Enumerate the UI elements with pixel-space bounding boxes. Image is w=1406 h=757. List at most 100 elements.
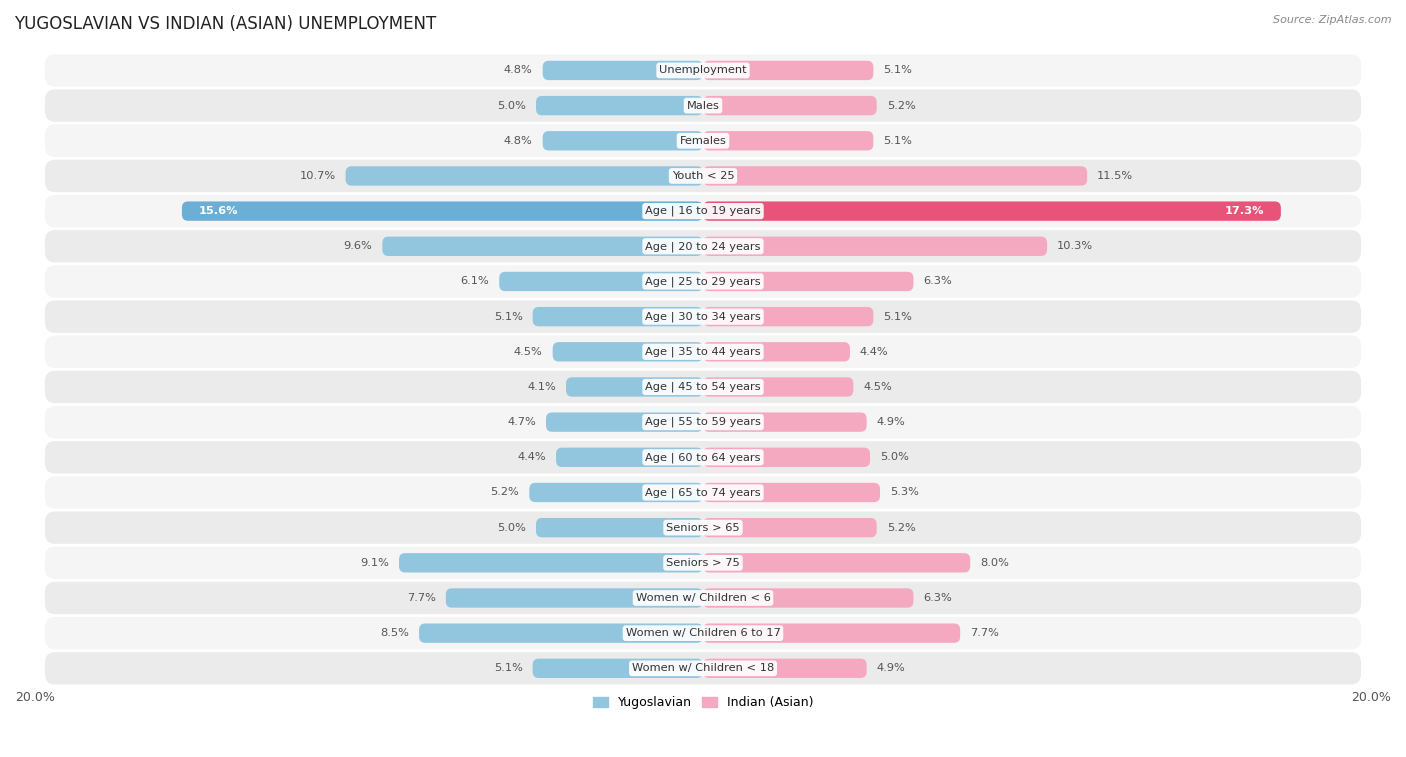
Text: 5.0%: 5.0% <box>880 452 908 463</box>
Legend: Yugoslavian, Indian (Asian): Yugoslavian, Indian (Asian) <box>588 691 818 715</box>
FancyBboxPatch shape <box>45 512 1361 544</box>
FancyBboxPatch shape <box>553 342 703 361</box>
FancyBboxPatch shape <box>45 335 1361 368</box>
Text: Age | 30 to 34 years: Age | 30 to 34 years <box>645 311 761 322</box>
FancyBboxPatch shape <box>45 406 1361 438</box>
FancyBboxPatch shape <box>45 89 1361 122</box>
FancyBboxPatch shape <box>703 272 914 291</box>
Text: Age | 16 to 19 years: Age | 16 to 19 years <box>645 206 761 217</box>
Text: 5.1%: 5.1% <box>883 136 912 146</box>
Text: YUGOSLAVIAN VS INDIAN (ASIAN) UNEMPLOYMENT: YUGOSLAVIAN VS INDIAN (ASIAN) UNEMPLOYME… <box>14 15 436 33</box>
Text: Males: Males <box>686 101 720 111</box>
Text: Age | 35 to 44 years: Age | 35 to 44 years <box>645 347 761 357</box>
Text: 8.0%: 8.0% <box>980 558 1010 568</box>
Text: Seniors > 65: Seniors > 65 <box>666 522 740 533</box>
Text: 7.7%: 7.7% <box>406 593 436 603</box>
Text: Women w/ Children 6 to 17: Women w/ Children 6 to 17 <box>626 628 780 638</box>
Text: 6.1%: 6.1% <box>461 276 489 286</box>
Text: Age | 55 to 59 years: Age | 55 to 59 years <box>645 417 761 428</box>
Text: Age | 45 to 54 years: Age | 45 to 54 years <box>645 382 761 392</box>
FancyBboxPatch shape <box>703 307 873 326</box>
FancyBboxPatch shape <box>45 617 1361 650</box>
Text: Youth < 25: Youth < 25 <box>672 171 734 181</box>
Text: Females: Females <box>679 136 727 146</box>
Text: Age | 65 to 74 years: Age | 65 to 74 years <box>645 488 761 497</box>
FancyBboxPatch shape <box>703 96 877 115</box>
Text: Women w/ Children < 6: Women w/ Children < 6 <box>636 593 770 603</box>
Text: 6.3%: 6.3% <box>924 593 952 603</box>
Text: 8.5%: 8.5% <box>380 628 409 638</box>
Text: 4.9%: 4.9% <box>877 663 905 673</box>
Text: 10.7%: 10.7% <box>299 171 336 181</box>
FancyBboxPatch shape <box>45 582 1361 614</box>
FancyBboxPatch shape <box>382 237 703 256</box>
FancyBboxPatch shape <box>45 265 1361 298</box>
Text: Age | 20 to 24 years: Age | 20 to 24 years <box>645 241 761 251</box>
Text: 5.1%: 5.1% <box>883 312 912 322</box>
FancyBboxPatch shape <box>45 301 1361 333</box>
FancyBboxPatch shape <box>703 447 870 467</box>
FancyBboxPatch shape <box>703 624 960 643</box>
Text: 5.0%: 5.0% <box>498 522 526 533</box>
FancyBboxPatch shape <box>543 131 703 151</box>
FancyBboxPatch shape <box>45 230 1361 263</box>
FancyBboxPatch shape <box>45 441 1361 473</box>
FancyBboxPatch shape <box>703 201 1281 221</box>
FancyBboxPatch shape <box>703 553 970 572</box>
Text: 5.1%: 5.1% <box>494 312 523 322</box>
FancyBboxPatch shape <box>529 483 703 502</box>
Text: 4.7%: 4.7% <box>508 417 536 427</box>
FancyBboxPatch shape <box>536 96 703 115</box>
Text: 4.8%: 4.8% <box>503 65 533 76</box>
FancyBboxPatch shape <box>543 61 703 80</box>
FancyBboxPatch shape <box>703 237 1047 256</box>
FancyBboxPatch shape <box>703 61 873 80</box>
Text: Seniors > 75: Seniors > 75 <box>666 558 740 568</box>
FancyBboxPatch shape <box>703 413 866 431</box>
FancyBboxPatch shape <box>45 160 1361 192</box>
Text: Women w/ Children < 18: Women w/ Children < 18 <box>631 663 775 673</box>
Text: 4.4%: 4.4% <box>517 452 546 463</box>
FancyBboxPatch shape <box>703 167 1087 185</box>
Text: 5.3%: 5.3% <box>890 488 920 497</box>
Text: Age | 60 to 64 years: Age | 60 to 64 years <box>645 452 761 463</box>
FancyBboxPatch shape <box>546 413 703 431</box>
FancyBboxPatch shape <box>567 377 703 397</box>
Text: 9.1%: 9.1% <box>360 558 389 568</box>
FancyBboxPatch shape <box>703 131 873 151</box>
Text: 4.5%: 4.5% <box>863 382 891 392</box>
FancyBboxPatch shape <box>703 483 880 502</box>
Text: Age | 25 to 29 years: Age | 25 to 29 years <box>645 276 761 287</box>
FancyBboxPatch shape <box>45 652 1361 684</box>
Text: 17.3%: 17.3% <box>1225 206 1264 216</box>
Text: 4.9%: 4.9% <box>877 417 905 427</box>
FancyBboxPatch shape <box>703 342 851 361</box>
FancyBboxPatch shape <box>703 588 914 608</box>
Text: 11.5%: 11.5% <box>1097 171 1133 181</box>
FancyBboxPatch shape <box>45 195 1361 227</box>
FancyBboxPatch shape <box>536 518 703 537</box>
FancyBboxPatch shape <box>446 588 703 608</box>
FancyBboxPatch shape <box>45 125 1361 157</box>
FancyBboxPatch shape <box>533 307 703 326</box>
FancyBboxPatch shape <box>45 476 1361 509</box>
Text: 9.6%: 9.6% <box>343 241 373 251</box>
FancyBboxPatch shape <box>533 659 703 678</box>
Text: 5.2%: 5.2% <box>887 522 915 533</box>
Text: 15.6%: 15.6% <box>198 206 238 216</box>
Text: Unemployment: Unemployment <box>659 65 747 76</box>
Text: 5.1%: 5.1% <box>494 663 523 673</box>
Text: 5.2%: 5.2% <box>887 101 915 111</box>
FancyBboxPatch shape <box>45 547 1361 579</box>
FancyBboxPatch shape <box>419 624 703 643</box>
Text: 4.4%: 4.4% <box>860 347 889 357</box>
FancyBboxPatch shape <box>499 272 703 291</box>
FancyBboxPatch shape <box>703 377 853 397</box>
Text: 7.7%: 7.7% <box>970 628 1000 638</box>
Text: 5.1%: 5.1% <box>883 65 912 76</box>
FancyBboxPatch shape <box>399 553 703 572</box>
FancyBboxPatch shape <box>703 659 866 678</box>
FancyBboxPatch shape <box>346 167 703 185</box>
Text: 4.1%: 4.1% <box>527 382 555 392</box>
FancyBboxPatch shape <box>703 518 877 537</box>
